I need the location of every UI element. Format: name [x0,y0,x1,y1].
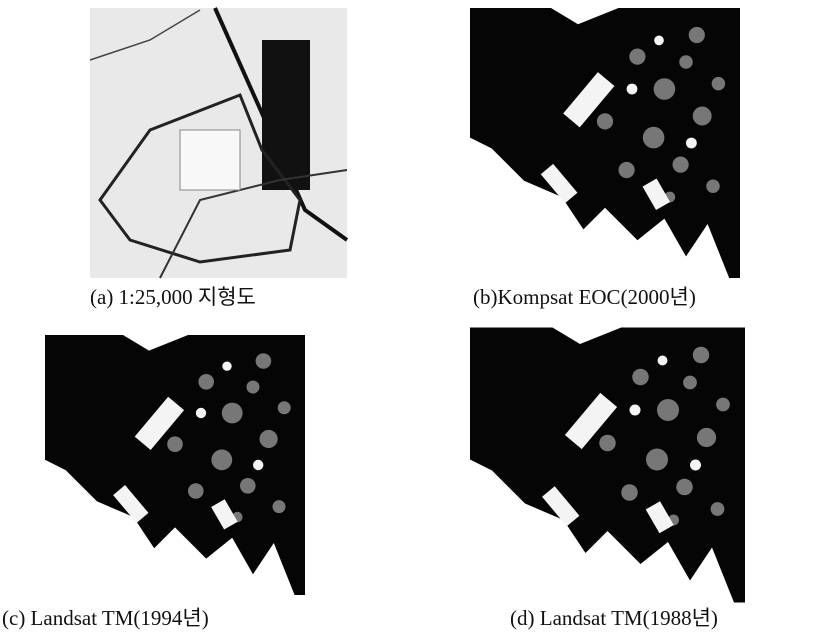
landsat-1988-image [470,328,745,603]
kompsat-image [470,8,740,278]
caption: (a) 1:25,000 지형도 [90,285,256,309]
caption: (c) Landsat TM(1994년) [2,606,209,630]
landsat-1994-image [45,335,305,595]
topographic-map [90,8,347,278]
caption: (d) Landsat TM(1988년) [510,606,718,630]
caption: (b)Kompsat EOC(2000년) [473,285,696,309]
page: (a) 1:25,000 지형도 (b)Kompsat EOC(2000년) (… [0,0,819,635]
figure: (a) 1:25,000 지형도 (b)Kompsat EOC(2000년) (… [0,0,819,635]
